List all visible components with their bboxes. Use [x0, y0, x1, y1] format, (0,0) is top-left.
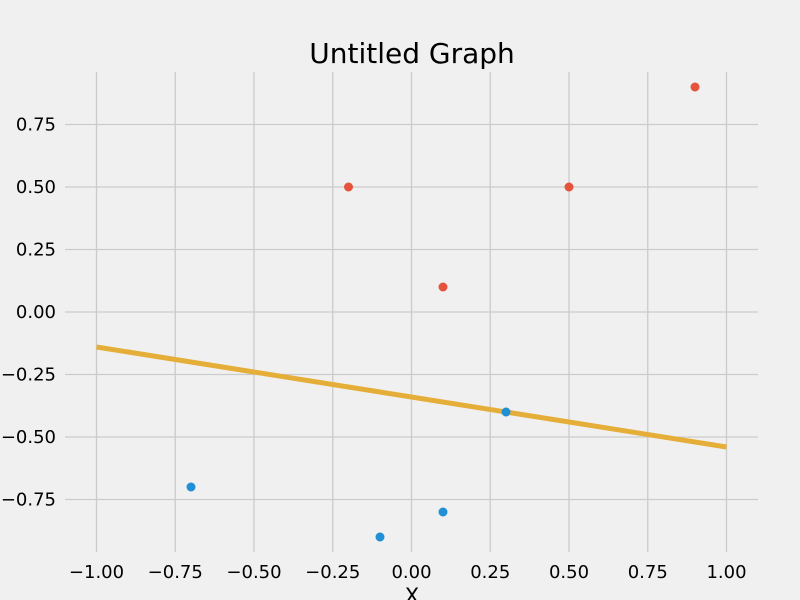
- y-tick-label: −0.25: [1, 365, 56, 386]
- data-series: [96, 82, 727, 542]
- fit-line: [96, 344, 727, 450]
- x-tick-labels: −1.00 −0.75 −0.50 −0.25 0.00 0.25 0.50 0.75 1.00: [69, 562, 747, 583]
- y-tick-label: 0.50: [16, 177, 56, 198]
- y-tick-label: 0.75: [16, 115, 56, 136]
- blue-data-point: [501, 407, 511, 417]
- x-tick-label: −0.50: [226, 562, 281, 583]
- blue-data-point: [438, 507, 448, 517]
- blue-data-point: [375, 532, 385, 542]
- blue-data-point: [186, 482, 196, 492]
- x-tick-label: 0.25: [470, 562, 510, 583]
- gridlines: [65, 72, 758, 552]
- chart-title: Untitled Graph: [309, 37, 515, 70]
- red-data-point: [438, 282, 448, 292]
- y-tick-label: 0.25: [16, 240, 56, 261]
- y-tick-label: −0.50: [1, 427, 56, 448]
- x-tick-label: 0.50: [549, 562, 589, 583]
- x-tick-label: −0.75: [148, 562, 203, 583]
- x-tick-label: −0.25: [305, 562, 360, 583]
- y-tick-label: 0.00: [16, 302, 56, 323]
- x-axis-label: X: [405, 584, 419, 600]
- red-data-point: [690, 82, 700, 92]
- y-tick-labels: −0.75 −0.50 −0.25 0.00 0.25 0.50 0.75: [1, 115, 56, 511]
- y-tick-label: −0.75: [1, 490, 56, 511]
- x-tick-label: 0.75: [628, 562, 668, 583]
- red-data-point: [344, 182, 353, 192]
- x-tick-label: −1.00: [69, 562, 124, 583]
- red-data-point: [564, 182, 574, 192]
- x-tick-label: 0.00: [391, 562, 431, 583]
- x-tick-label: 1.00: [706, 562, 746, 583]
